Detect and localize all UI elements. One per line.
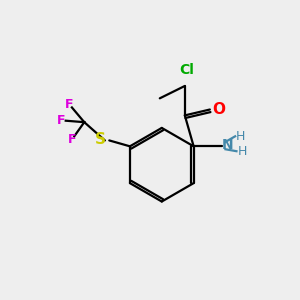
Text: F: F [68,133,76,146]
Text: O: O [212,102,225,117]
Text: N: N [222,138,234,152]
Text: H: H [236,130,245,143]
Text: S: S [95,132,106,147]
Text: F: F [56,114,65,127]
Text: Cl: Cl [179,63,194,77]
Text: H: H [237,145,247,158]
Text: F: F [65,98,73,111]
